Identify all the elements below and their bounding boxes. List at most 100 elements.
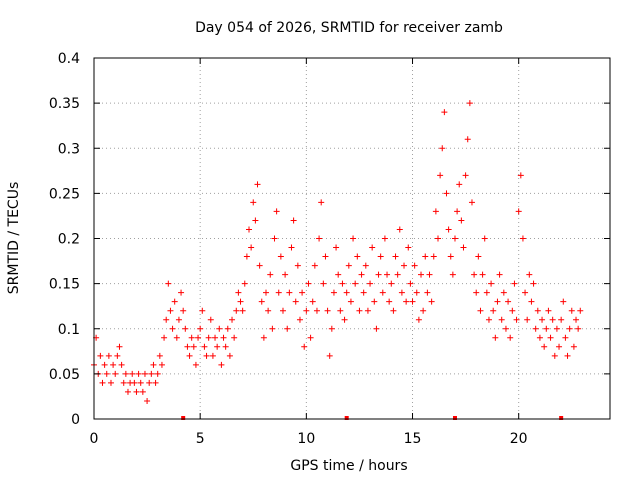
data-point xyxy=(101,361,108,368)
x-axis-label: GPS time / hours xyxy=(290,458,407,474)
data-point xyxy=(175,316,182,323)
data-point xyxy=(483,289,490,296)
data-point xyxy=(250,199,257,206)
data-point xyxy=(343,289,350,296)
data-point xyxy=(371,298,378,305)
data-point xyxy=(120,379,127,386)
chart-title: Day 054 of 2026, SRMTID for receiver zam… xyxy=(195,20,503,36)
data-point xyxy=(492,334,499,341)
data-point xyxy=(335,271,342,278)
gap-markers xyxy=(181,416,564,420)
data-point xyxy=(468,199,475,206)
data-point xyxy=(532,325,539,332)
data-point xyxy=(184,343,191,350)
data-point xyxy=(328,325,335,332)
data-point xyxy=(144,397,151,404)
data-point xyxy=(398,289,405,296)
data-point xyxy=(313,307,320,314)
data-point xyxy=(339,280,346,287)
data-point xyxy=(288,244,295,251)
data-point xyxy=(199,307,206,314)
data-point xyxy=(273,208,280,215)
data-point xyxy=(180,307,187,314)
data-point xyxy=(551,352,558,359)
x-tick-label: 0 xyxy=(90,431,99,447)
data-point xyxy=(541,343,548,350)
data-point xyxy=(258,298,265,305)
data-point xyxy=(534,307,541,314)
data-point xyxy=(362,262,369,269)
data-point xyxy=(294,262,301,269)
data-point xyxy=(424,289,431,296)
y-tick-label: 0.15 xyxy=(49,277,80,293)
data-point xyxy=(107,379,114,386)
data-point xyxy=(190,343,197,350)
data-point xyxy=(364,307,371,314)
data-point xyxy=(254,181,261,188)
data-point xyxy=(112,370,119,377)
data-point xyxy=(409,298,416,305)
y-tick-label: 0 xyxy=(71,412,80,428)
data-point xyxy=(379,289,386,296)
data-point xyxy=(539,316,546,323)
data-point xyxy=(284,325,291,332)
data-point xyxy=(303,307,310,314)
data-point xyxy=(209,352,216,359)
data-point xyxy=(154,370,161,377)
data-point xyxy=(566,325,573,332)
y-tick-label: 0.1 xyxy=(58,322,80,338)
data-point xyxy=(265,307,272,314)
data-point xyxy=(241,280,248,287)
data-point xyxy=(570,343,577,350)
data-point xyxy=(505,298,512,305)
data-point xyxy=(392,253,399,260)
y-tick-label: 0.2 xyxy=(58,232,80,248)
data-point xyxy=(237,298,244,305)
data-point xyxy=(536,334,543,341)
data-point xyxy=(345,262,352,269)
data-point xyxy=(358,271,365,278)
data-point xyxy=(547,334,554,341)
data-point xyxy=(192,361,199,368)
data-point xyxy=(318,199,325,206)
data-point xyxy=(182,325,189,332)
data-point xyxy=(224,325,231,332)
data-point xyxy=(105,352,112,359)
data-point xyxy=(443,190,450,197)
data-point xyxy=(263,289,269,296)
data-point xyxy=(471,271,478,278)
data-points xyxy=(91,100,584,404)
data-point xyxy=(488,280,495,287)
data-point xyxy=(124,388,131,395)
data-point xyxy=(279,307,286,314)
data-point xyxy=(214,343,221,350)
data-point xyxy=(216,325,223,332)
data-point xyxy=(239,307,246,314)
data-point xyxy=(490,307,497,314)
data-point xyxy=(139,388,146,395)
data-point xyxy=(415,316,422,323)
data-point xyxy=(114,352,121,359)
data-point xyxy=(271,235,278,242)
data-point xyxy=(207,316,214,323)
data-point xyxy=(367,280,374,287)
gap-marker xyxy=(452,416,457,420)
data-point xyxy=(435,235,441,242)
data-point xyxy=(129,370,136,377)
data-point xyxy=(137,379,144,386)
data-point xyxy=(420,307,427,314)
data-point xyxy=(386,298,393,305)
data-point xyxy=(248,244,255,251)
data-point xyxy=(352,280,359,287)
data-point xyxy=(135,370,142,377)
data-point xyxy=(479,271,486,278)
y-axis-ticks: 0 0.05 0.1 0.15 0.2 0.25 0.3 0.35 0.4 xyxy=(49,51,610,428)
data-point xyxy=(290,217,297,224)
data-point xyxy=(498,316,505,323)
y-tick-label: 0.05 xyxy=(49,367,80,383)
data-point xyxy=(131,379,138,386)
data-point xyxy=(515,208,522,215)
data-point xyxy=(141,370,148,377)
data-point xyxy=(99,379,106,386)
data-point xyxy=(439,145,446,152)
